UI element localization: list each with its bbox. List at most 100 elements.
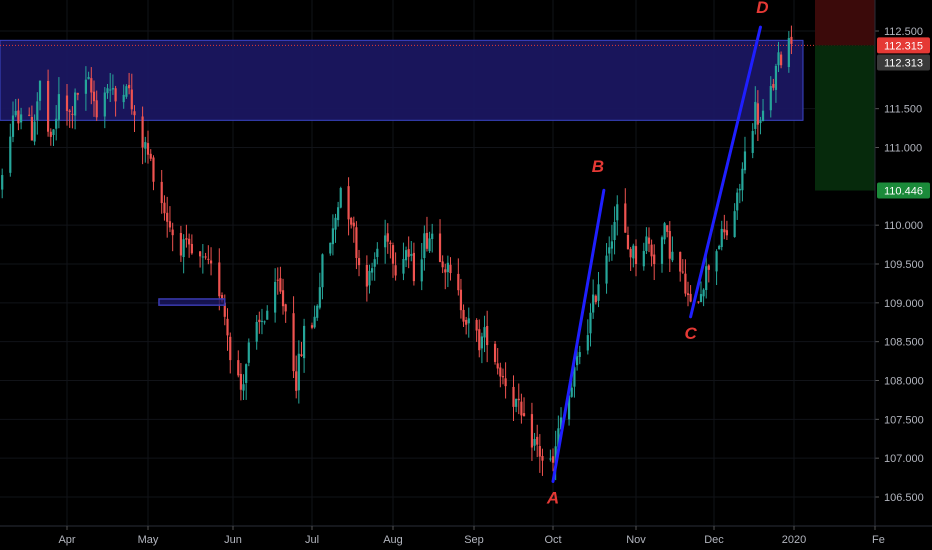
take-profit-box[interactable] [815,45,875,191]
x-tick-label: Jun [224,534,242,546]
candle-body [446,262,449,273]
candle-body [645,236,648,252]
candle-body [616,204,619,221]
candle-body [779,54,783,66]
candle-body [146,143,150,155]
candle-body [49,131,52,137]
supply-zone-rectangle[interactable] [0,39,804,121]
y-tick-label: 106.500 [884,492,924,504]
candle-body [725,230,729,236]
candle-body [149,153,152,159]
candle-body [626,234,630,250]
x-tick-label: May [138,534,159,546]
time-axis[interactable]: Apr May Jun Jul Aug Sep Oct Nov Dec 2020 Fe [0,525,932,546]
price-tag-label: 112.313 [884,58,923,70]
candle-body [759,120,762,124]
candle-body [592,294,595,313]
candle-body [653,254,656,265]
stop-loss-box[interactable] [815,0,875,46]
candle-body [347,186,350,220]
candle-body [276,279,279,281]
candle-body [350,217,353,225]
candle-body [365,264,368,287]
candle-body [493,343,497,362]
candle-body [182,239,185,258]
candle-body [668,231,671,259]
candle-body [237,360,240,376]
candle-body [321,254,324,288]
candle-body [239,373,242,390]
candle-body [570,387,573,397]
candle-body [226,318,229,336]
candle-body [715,251,718,272]
candle-body [769,86,772,111]
candle-body [660,237,664,264]
y-tick-label: 108.500 [884,337,924,349]
candle-body [103,92,106,117]
elliott-wave-lines[interactable] [551,25,762,483]
candle-body [410,254,413,256]
x-tick-label: Aug [383,534,403,546]
x-tick-label: 2020 [782,534,806,546]
candle-body [55,118,58,129]
price-axis[interactable]: 112.500 111.500 111.000 110.000 109.500 109.0… [874,0,924,526]
candle-body [420,259,423,282]
candle-body [125,86,128,97]
candle-body [163,202,166,214]
candle-body [536,436,539,445]
candle-body [57,94,60,120]
candle-body [686,293,690,296]
candle-body [190,243,193,254]
candle-body [689,293,692,302]
candle-body [47,80,50,132]
candle-body [370,268,374,273]
candle-body [707,265,710,270]
candle-body [368,270,371,286]
candle-body [756,103,759,125]
candle-body [106,88,109,94]
support-zone-rectangle[interactable] [158,298,226,306]
candle-body [386,233,389,242]
candle-body [274,281,277,313]
candle-body [428,238,431,252]
candle-body [499,367,502,377]
y-tick-label: 107.500 [884,414,924,426]
candle-body [292,313,295,372]
wave-label-b: B [592,157,604,176]
candle-body [549,458,552,460]
candle-body [201,256,204,258]
candle-body [185,238,188,240]
candle-body [355,227,358,258]
price-tag [877,182,930,199]
candle-body [512,386,515,407]
candle-body [144,142,147,149]
candle-body [52,129,55,136]
candle-body [697,301,700,303]
candle-body [218,262,221,297]
wave-line[interactable] [689,25,762,319]
candle-body [9,136,12,173]
candle-body [92,91,96,102]
candle-body [718,246,721,250]
price-tag-label: 110.446 [884,186,923,198]
candle-body [496,363,499,369]
candle-body [76,92,79,95]
wave-line[interactable] [551,188,606,483]
y-tick-label: 108.000 [884,376,924,388]
candle-body [384,235,387,248]
candle-body [475,319,478,331]
candle-body [141,116,144,148]
candle-body [84,79,87,94]
candle-body [128,84,131,89]
candle-body [530,414,534,448]
candle-body [1,175,4,190]
candle-body [541,456,544,461]
x-tick-label: Fe [872,534,885,546]
candle-body [266,310,269,320]
candle-body [394,265,397,276]
x-tick-label: Jul [305,534,319,546]
candle-body [723,229,726,233]
candle-body [87,76,90,80]
